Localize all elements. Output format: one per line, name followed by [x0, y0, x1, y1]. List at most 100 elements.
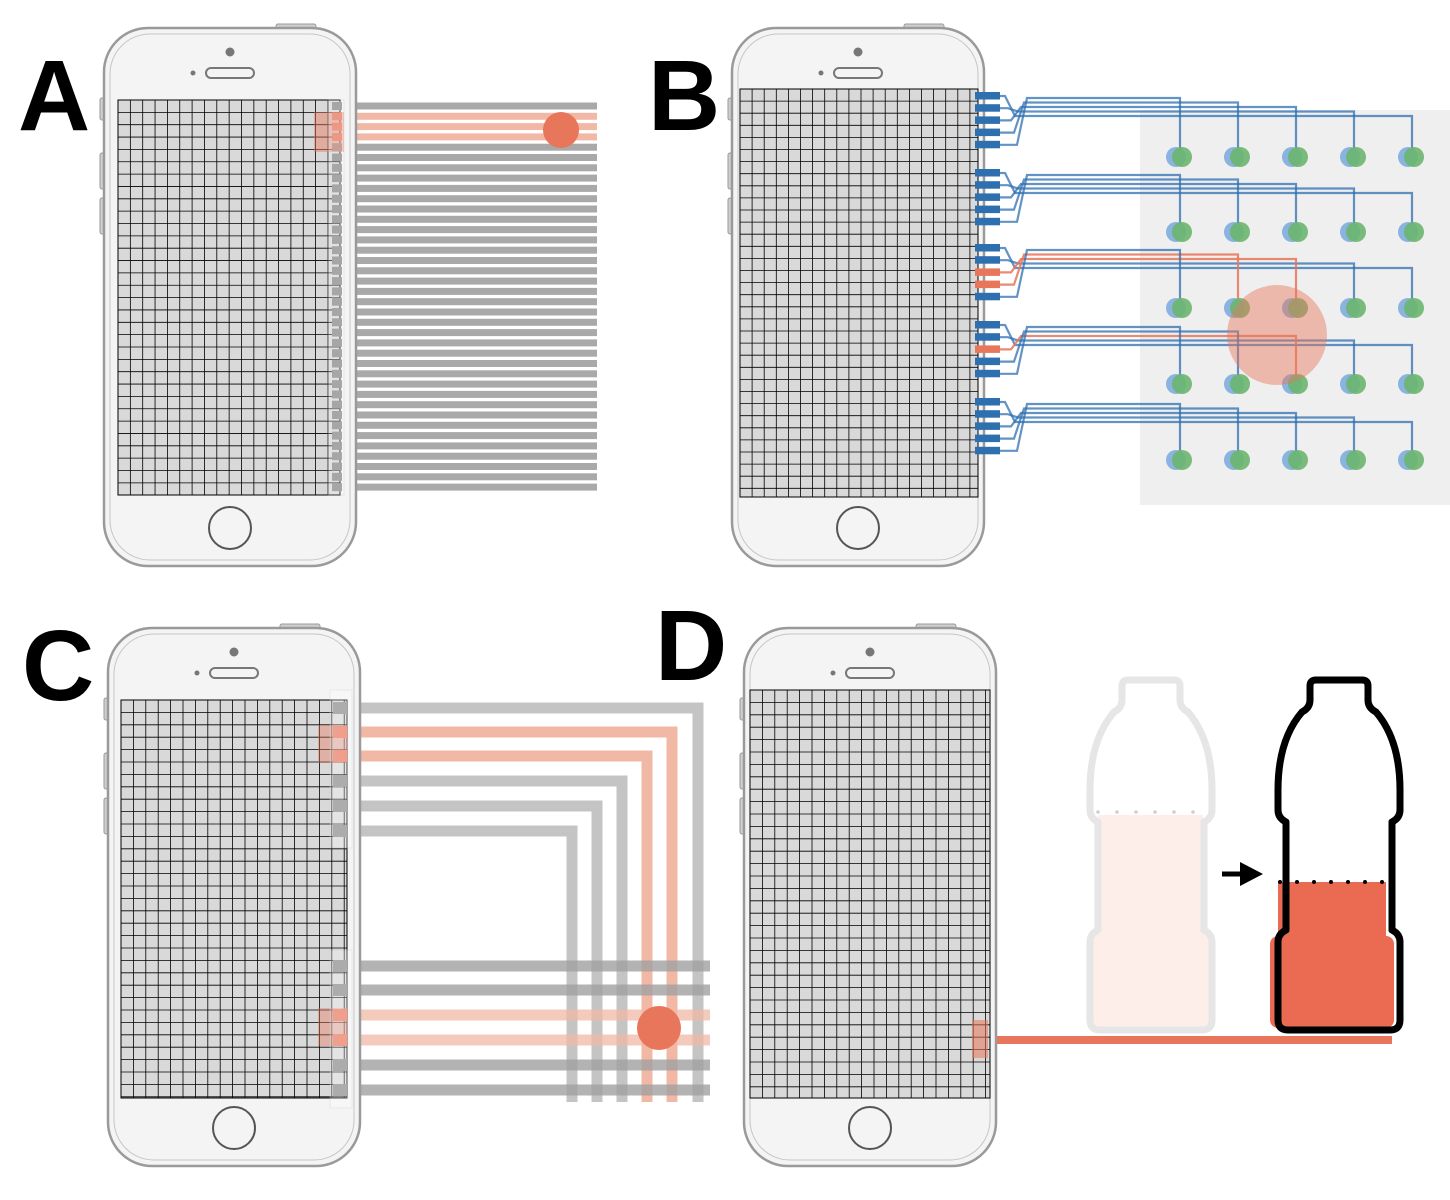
- contact-pad: [332, 194, 342, 203]
- bottle-liquid-lower: [1090, 932, 1211, 1027]
- trace: [985, 402, 1182, 460]
- trace: [336, 473, 597, 481]
- trace: [336, 267, 597, 275]
- contact-pad: [332, 349, 342, 358]
- panel-b-traces: [985, 94, 1450, 505]
- contact-pad: [332, 400, 342, 409]
- contact-pad: [975, 256, 1000, 264]
- contact-pad: [332, 318, 342, 327]
- home-button-icon: [208, 506, 252, 550]
- contact-pad: [975, 410, 1000, 418]
- contact-pad: [975, 128, 1000, 137]
- electrode-strip: [327, 99, 345, 496]
- touch-point-icon: [1227, 285, 1327, 385]
- screen: [739, 88, 979, 498]
- contact-pad: [975, 321, 1000, 329]
- contact-pad: [332, 277, 342, 286]
- panel-a-traces: [336, 102, 597, 491]
- node-icon: [1346, 374, 1366, 394]
- active-trace: [338, 1009, 710, 1021]
- contact-pad: [332, 421, 342, 430]
- fill-level-dot: [1153, 810, 1157, 814]
- node-icon: [1230, 222, 1250, 242]
- contact-pad: [975, 140, 1000, 149]
- sensor-dot: [818, 70, 824, 76]
- contact-pad: [975, 181, 1000, 189]
- fill-level-dot: [1295, 880, 1299, 884]
- active-trace: [336, 112, 597, 120]
- active-region: [318, 1008, 348, 1046]
- bottle-liquid-upper: [1098, 815, 1203, 935]
- node-icon: [1172, 374, 1192, 394]
- contact-pad: [975, 369, 1000, 378]
- trace: [985, 182, 1298, 232]
- screen-grid: [118, 100, 340, 495]
- trace: [340, 800, 603, 1102]
- phone-body-inner: [109, 33, 351, 561]
- trace: [336, 360, 597, 367]
- trace: [336, 246, 597, 254]
- speaker-icon: [833, 67, 883, 79]
- contact-pad: [332, 122, 342, 131]
- home-button-icon: [836, 506, 880, 550]
- trace: [985, 173, 1182, 232]
- active-trace: [338, 1034, 710, 1046]
- trace: [336, 329, 597, 337]
- contact-pad: [332, 205, 342, 213]
- trace: [336, 401, 597, 409]
- contact-pad: [332, 431, 342, 440]
- trace: [985, 96, 1182, 157]
- node-icon: [1172, 147, 1192, 167]
- active-trace: [960, 1036, 1392, 1044]
- contact-pad: [975, 268, 1000, 276]
- trace: [338, 960, 710, 972]
- contact-pad: [332, 308, 342, 316]
- screen-grid: [740, 89, 978, 497]
- node-icon: [1230, 147, 1250, 167]
- overlay-layer: [314, 92, 1424, 1109]
- contact-pad: [332, 215, 342, 224]
- fill-level-dot: [1278, 880, 1282, 884]
- contact-pad: [333, 702, 347, 714]
- contact-pad: [333, 825, 347, 837]
- fill-level-dot: [1329, 880, 1333, 884]
- trace: [336, 174, 597, 182]
- trace: [336, 308, 597, 316]
- home-button-icon: [212, 1106, 256, 1150]
- contact-pad: [975, 205, 1000, 214]
- contact-pad: [332, 411, 342, 419]
- trace: [336, 184, 597, 192]
- node-icon: [1288, 374, 1308, 394]
- contact-pad: [332, 359, 342, 368]
- contact-pad: [975, 422, 1000, 430]
- panel-label-a: A: [18, 40, 90, 152]
- contact-pad: [975, 116, 1000, 124]
- contact-pad: [332, 163, 342, 172]
- node-icon: [1172, 222, 1192, 242]
- contact-pad: [975, 244, 1000, 252]
- sensor-dot: [194, 670, 200, 676]
- active-trace: [985, 257, 1298, 308]
- trace: [336, 277, 597, 285]
- trace: [336, 236, 597, 244]
- trace: [336, 442, 597, 450]
- active-trace: [340, 726, 678, 1102]
- contact-pad: [332, 184, 342, 193]
- phone-b: [727, 23, 986, 568]
- phone-d: [739, 623, 998, 1168]
- contact-pad: [975, 333, 1000, 341]
- node-icon: [1404, 222, 1424, 242]
- trace: [336, 215, 597, 223]
- camera-icon: [853, 47, 863, 57]
- trace: [336, 463, 597, 470]
- fill-level-dot: [1191, 810, 1195, 814]
- node-icon: [1288, 222, 1308, 242]
- trace: [336, 390, 597, 398]
- touch-point-icon: [637, 1006, 681, 1050]
- node-icon: [1288, 147, 1308, 167]
- screen-grid: [121, 700, 347, 1098]
- contact-pad: [332, 369, 342, 378]
- contact-pad: [332, 174, 342, 183]
- arrow-right-icon-head: [1240, 862, 1263, 886]
- trace: [336, 154, 597, 161]
